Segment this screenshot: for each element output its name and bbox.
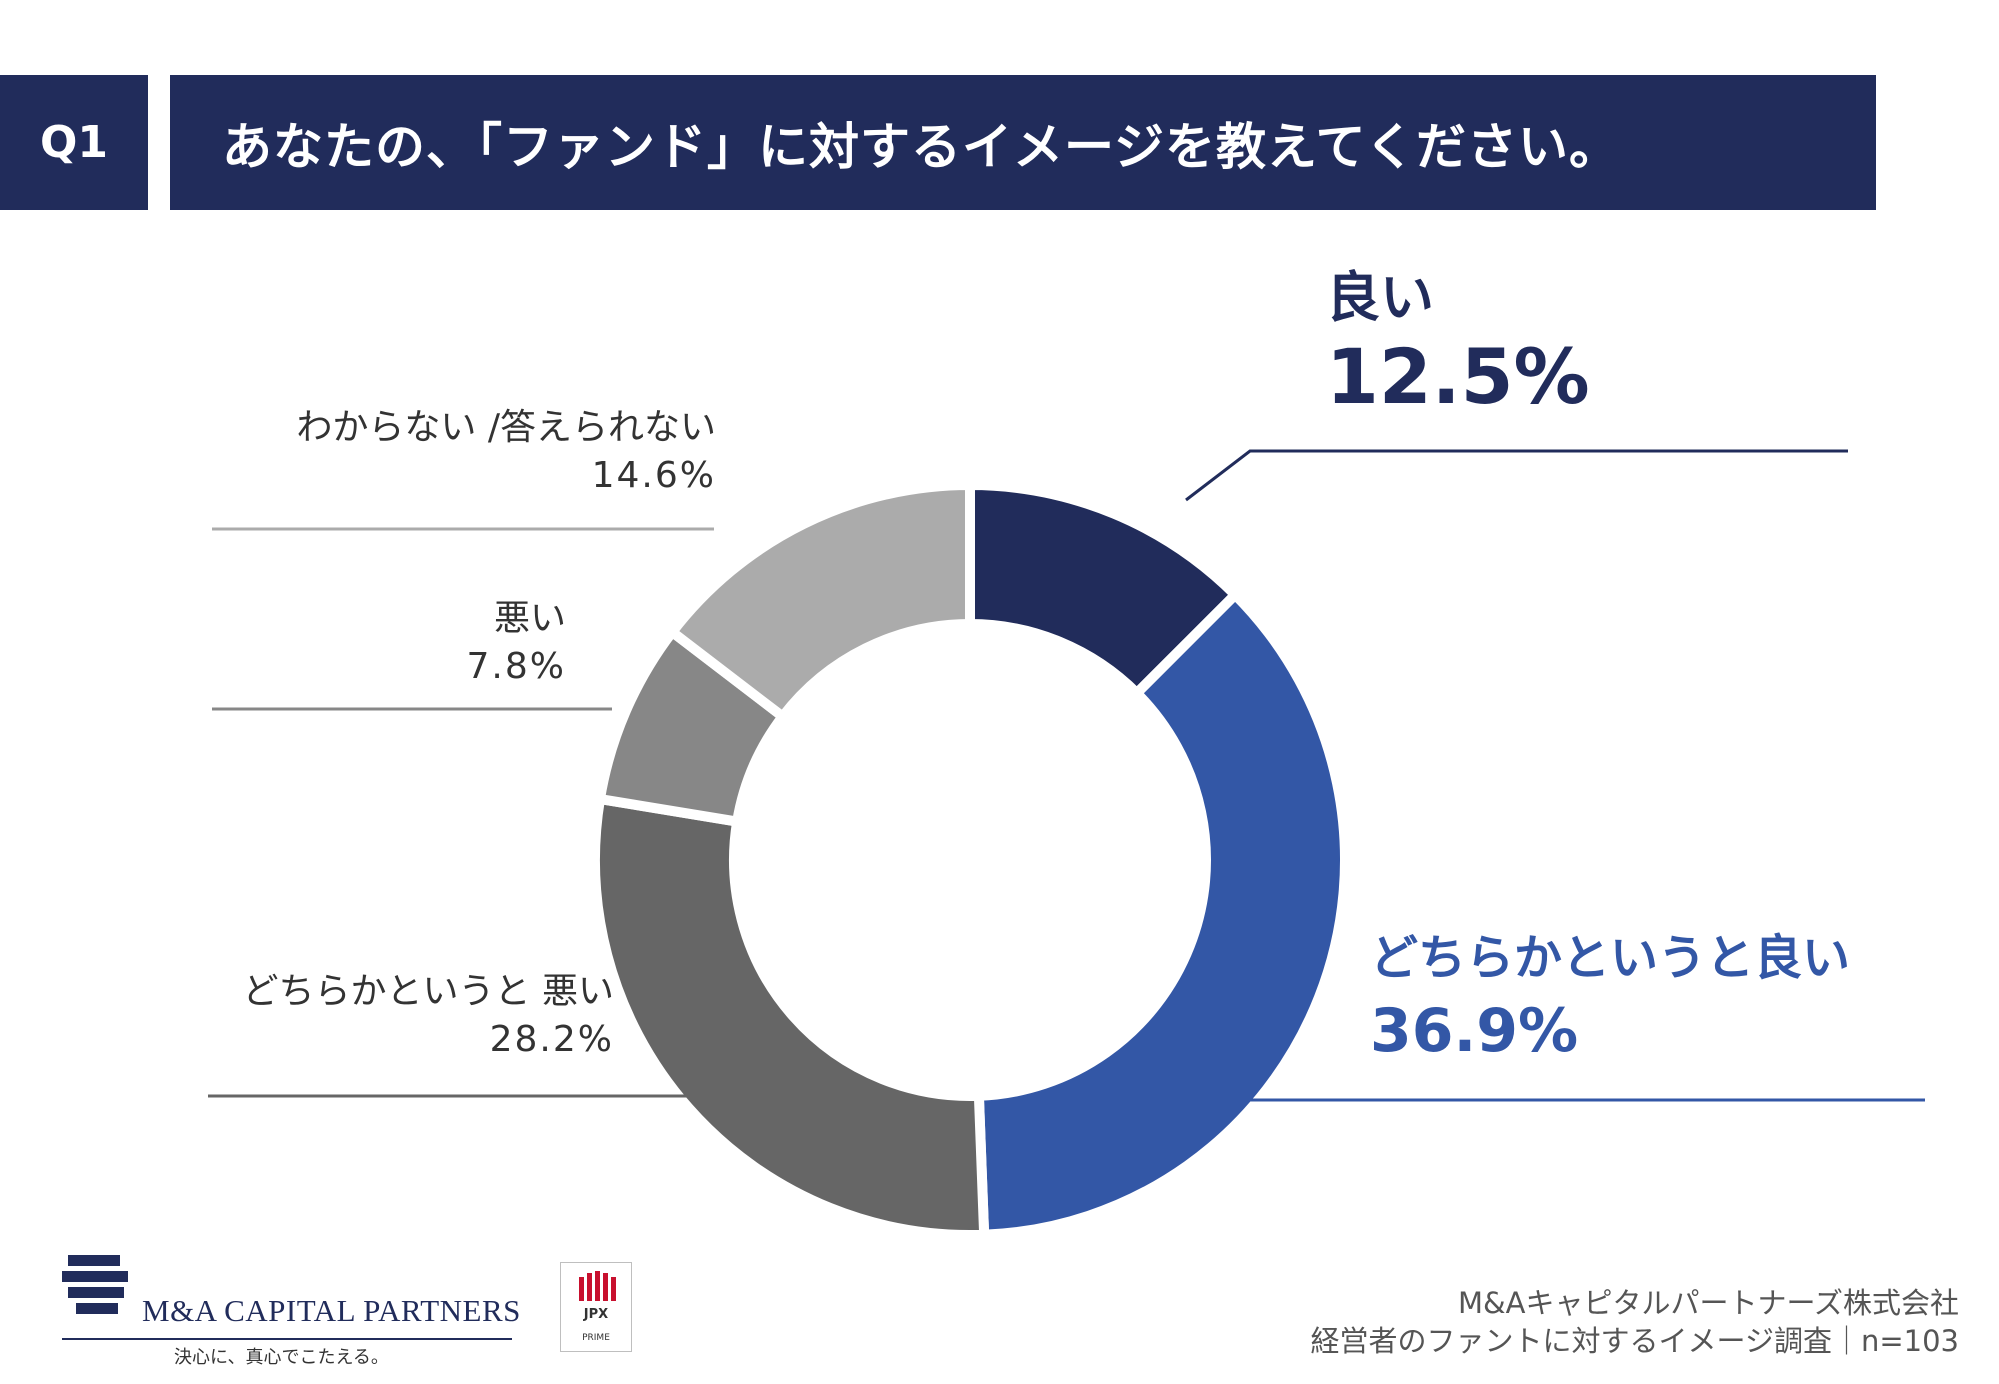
slice-somewhat-bad [590, 793, 990, 1240]
label-somewhat-bad: どちらかというと 悪い 28.2% [243, 968, 614, 1064]
label-somewhat-good: どちらかというと良い 36.9% [1370, 925, 1850, 1071]
slice-somewhat-good [973, 587, 1350, 1240]
source-credit: M&Aキャピタルパートナーズ株式会社 経営者のファントに対するイメージ調査｜n=… [1311, 1284, 1959, 1360]
question-text: あなたの、「ファンド」に対するイメージを教えてください。 [222, 117, 1620, 176]
credit-line-2: 経営者のファントに対するイメージ調査｜n=103 [1310, 1324, 1959, 1358]
company-logo: M&A CAPITAL PARTNERS 決心に、真心でこたえる。 [62, 1255, 522, 1367]
jpx-prime-badge: JPX PRIME [560, 1262, 632, 1352]
slice-unknown [665, 479, 975, 724]
label-somewhat-bad-value: 28.2% [489, 1019, 614, 1060]
tagline: 決心に、真心でこたえる。 [174, 1347, 389, 1367]
label-unknown: わからない /答えられない 14.6% [296, 404, 716, 500]
label-somewhat-bad-name: どちらかというと 悪い [242, 971, 614, 1012]
label-bad-name: 悪い [493, 598, 566, 639]
label-good-name: 良い [1326, 266, 1434, 329]
logo-rule [62, 1338, 512, 1340]
jpx-bars-icon [579, 1271, 616, 1301]
label-bad: 悪い 7.8% [467, 595, 566, 691]
question-number: Q1 [39, 117, 109, 168]
leader-line-good [1185, 449, 1848, 502]
credit-line-1: M&Aキャピタルパートナーズ株式会社 [1457, 1286, 1959, 1320]
label-good: 良い 12.5% [1326, 262, 1590, 420]
label-unknown-value: 14.6% [591, 455, 716, 496]
jpx-name: JPX [583, 1307, 609, 1322]
label-somewhat-good-name: どちらかというと良い [1370, 930, 1851, 986]
question-number-box: Q1 [0, 75, 148, 210]
label-unknown-name: わからない /答えられない [296, 407, 716, 448]
question-title-bar: あなたの、「ファンド」に対するイメージを教えてください。 [170, 75, 1876, 210]
label-bad-value: 7.8% [466, 646, 566, 687]
building-logo-icon [62, 1255, 128, 1314]
jpx-prime: PRIME [582, 1333, 610, 1343]
label-somewhat-good-value: 36.9% [1370, 996, 1579, 1066]
label-good-value: 12.5% [1326, 332, 1590, 421]
logo-text: M&A CAPITAL PARTNERS [142, 1293, 521, 1328]
